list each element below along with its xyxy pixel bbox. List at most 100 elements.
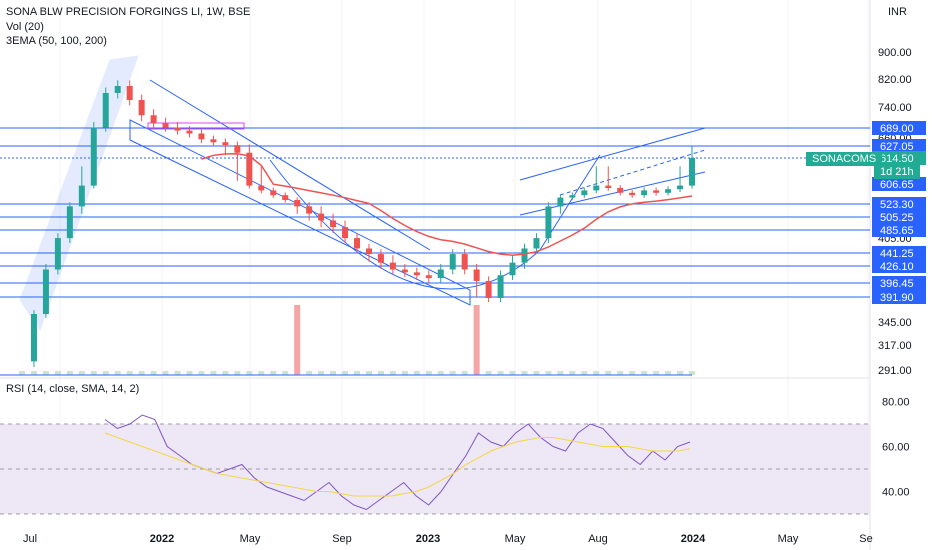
candle-body <box>330 220 337 228</box>
price-tag-bg <box>872 246 926 260</box>
candle-body <box>689 158 695 186</box>
price-tag-bg <box>872 290 926 304</box>
volume-bar <box>19 371 25 375</box>
price-axis: 900.00820.00740.00660.00405.00345.00317.… <box>878 47 912 499</box>
candle-body <box>234 145 241 153</box>
volume-bar <box>318 371 325 375</box>
time-tick-label: Aug <box>588 533 608 545</box>
time-tick-label: Se <box>859 533 872 545</box>
trend-channels <box>19 55 706 332</box>
candle-body <box>174 127 181 131</box>
volume-bar <box>258 371 265 375</box>
candle-body <box>354 238 360 249</box>
candle-body <box>545 206 552 239</box>
candle-body <box>342 227 349 239</box>
volume-bar <box>617 371 624 375</box>
symbol-title: SONA BLW PRECISION FORGINGS LI, 1W, BSE <box>6 6 251 18</box>
candle-body <box>641 190 648 196</box>
candle-body <box>210 139 217 143</box>
candle-body <box>66 206 73 239</box>
candle-body <box>377 254 384 263</box>
candle-body <box>246 152 253 186</box>
volume-bar <box>270 371 277 375</box>
volume-bar <box>282 371 289 375</box>
volume-bar <box>330 371 337 375</box>
volume-bar <box>162 371 169 375</box>
candle-body <box>401 269 408 273</box>
volume-bar <box>210 371 217 375</box>
volume-bar <box>102 371 109 375</box>
time-axis: Jul 2022 May Sep 2023 May Aug 2024 May Se <box>23 533 873 545</box>
price-tag-bg <box>872 223 926 237</box>
volume-bar <box>461 371 468 375</box>
countdown-label: 1d 21h <box>874 165 920 179</box>
rsi-tick-label: 80.00 <box>882 397 910 409</box>
currency-label[interactable]: INR <box>888 6 907 18</box>
volume-bar <box>365 371 372 375</box>
volume-bar <box>569 371 576 375</box>
falling-trendline <box>149 79 431 251</box>
candle-body <box>90 127 97 186</box>
time-tick-label: 2024 <box>681 533 706 545</box>
candle-body <box>509 262 516 276</box>
upper-channel <box>519 127 706 181</box>
volume-bar <box>401 371 408 375</box>
price-tick-label: 317.00 <box>878 340 912 352</box>
volume-bar <box>665 371 672 375</box>
candle-body <box>258 185 265 191</box>
candle-body <box>30 314 37 362</box>
candle-body <box>186 130 193 134</box>
volume-bar <box>425 371 432 375</box>
candle-body <box>677 185 684 190</box>
price-tick-label: 740.00 <box>878 102 912 114</box>
candle-body <box>162 123 169 128</box>
volume-bar <box>78 371 85 375</box>
candle-body <box>485 280 492 299</box>
price-tag-label: 485.65 <box>880 225 914 237</box>
volume-bar <box>150 371 157 375</box>
candle-body <box>42 269 49 315</box>
candle-body <box>653 190 660 193</box>
horizontal-levels <box>0 127 870 298</box>
candle-body <box>389 262 396 270</box>
volume-bar <box>114 371 121 375</box>
volume-bar <box>30 371 37 375</box>
price-tag-bg <box>872 210 926 224</box>
time-tick-label: Sep <box>332 533 352 545</box>
candle-body <box>605 185 612 188</box>
candle-body <box>557 197 564 207</box>
price-tag-bg <box>872 259 926 273</box>
price-tag-label: 523.30 <box>880 199 914 211</box>
candle-body <box>150 115 157 124</box>
volume-bar <box>198 371 205 375</box>
ticker-label: SONACOMS <box>806 152 883 166</box>
price-tag-label: 391.90 <box>880 292 914 304</box>
volume-bar <box>689 371 695 375</box>
volume-bars <box>0 305 695 376</box>
candle-body <box>569 195 576 198</box>
candle-body <box>617 187 624 193</box>
price-tag-label: 426.10 <box>880 261 914 273</box>
volume-bar <box>354 371 360 375</box>
volume-bar <box>473 305 480 375</box>
price-tick-label: 291.00 <box>878 365 912 377</box>
volume-bar <box>126 371 133 375</box>
volume-bar <box>605 371 612 375</box>
candle-body <box>138 100 145 116</box>
candle-body <box>78 185 85 207</box>
volume-bar <box>485 371 492 375</box>
volume-bar <box>174 371 181 375</box>
rsi-tick-label: 40.00 <box>882 487 910 499</box>
price-tag-bg <box>872 151 926 165</box>
volume-legend: Vol (20) <box>6 21 44 33</box>
falling-channel <box>129 119 471 306</box>
candle-body <box>54 238 61 270</box>
volume-bar <box>138 371 145 375</box>
candle-body <box>521 248 528 263</box>
volume-bar <box>581 371 588 375</box>
time-tick-label: May <box>505 533 526 545</box>
candle-body <box>114 86 121 93</box>
rsi-tick-label: 60.00 <box>882 442 910 454</box>
volume-bar <box>222 371 229 375</box>
